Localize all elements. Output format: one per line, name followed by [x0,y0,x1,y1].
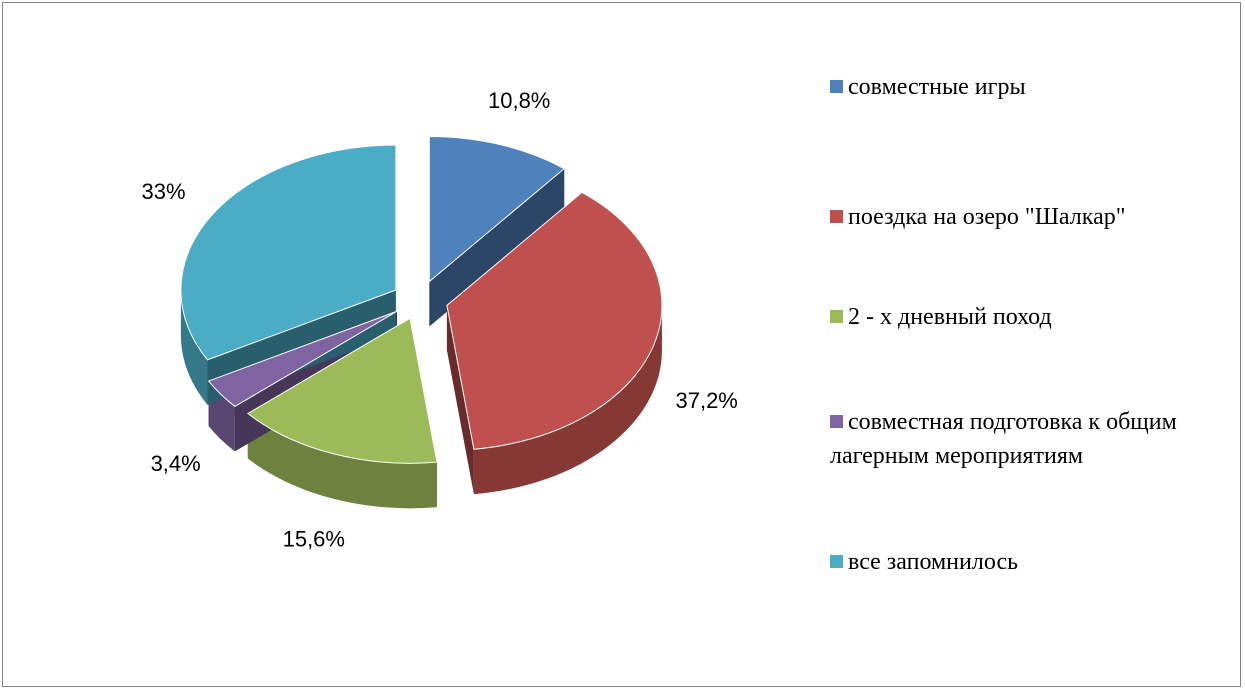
legend-swatch [830,210,843,223]
data-label: 10,8% [488,88,550,113]
legend-swatch [830,310,843,323]
data-label: 33% [141,179,185,204]
legend-item: поездка на озеро "Шалкар" [830,200,1220,234]
slice-tops [180,136,663,464]
slice-side [180,290,208,405]
legend-item: все запомнилось [830,545,1220,579]
slice [207,310,398,408]
slice-side [473,305,662,495]
data-label: 3,4% [151,451,201,476]
legend-label: поездка на озеро "Шалкар" [848,204,1126,230]
legend-item: совместная подготовка к общим лагерным м… [830,405,1220,473]
legend-swatch [830,555,843,568]
slice-side [247,413,437,509]
slice-wall [446,305,474,495]
legend-swatch [830,415,843,428]
legend-item: совместные игры [830,70,1220,104]
data-labels: 10,8% 37,2% 15,6% 3,4% 33% [141,88,737,551]
legend-label: совместная подготовка к общим лагерным м… [830,409,1177,469]
slice [446,191,663,450]
legend-label: 2 - х дневный поход [848,304,1052,330]
slice [428,136,566,283]
data-label: 15,6% [283,527,345,552]
legend-swatch [830,80,843,93]
slice [246,317,438,464]
slice [180,144,397,361]
slice-wall [429,168,565,327]
legend-label: все запомнилось [848,549,1019,575]
data-label: 37,2% [675,388,737,413]
legend-item: 2 - х дневный поход [830,300,1220,334]
legend-label: совместные игры [848,74,1026,100]
